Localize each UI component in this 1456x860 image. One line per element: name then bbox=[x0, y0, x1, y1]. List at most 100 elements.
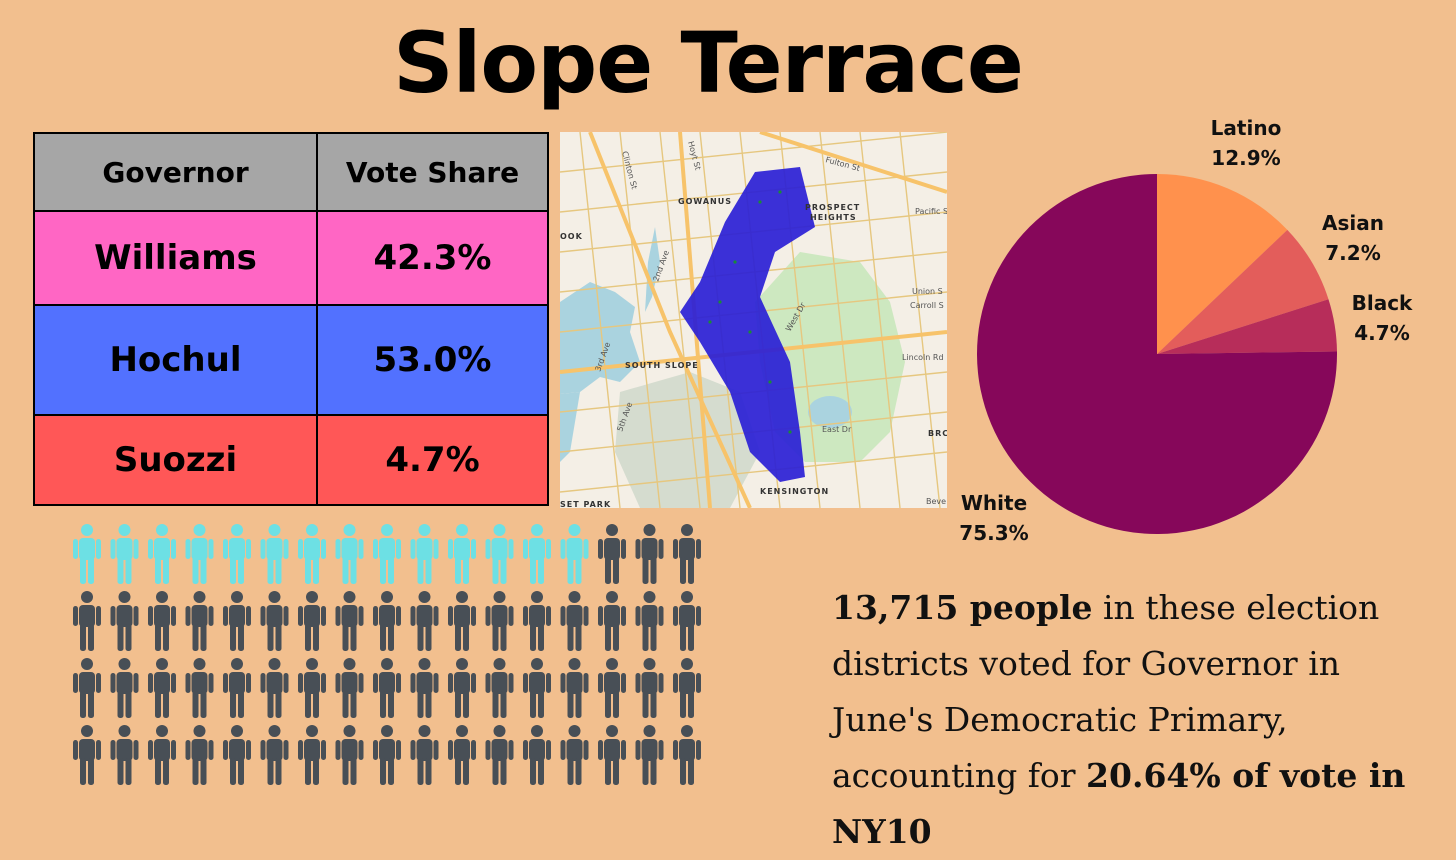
table-row-suozzi: Suozzi 4.7% bbox=[33, 414, 549, 506]
person-icon bbox=[110, 658, 139, 718]
person-icon bbox=[185, 591, 214, 651]
candidate-share: 42.3% bbox=[316, 210, 549, 306]
person-icon bbox=[373, 725, 401, 785]
person-icon bbox=[148, 658, 176, 718]
table-row-williams: Williams 42.3% bbox=[33, 210, 549, 306]
summary-caption: 13,715 people in these election district… bbox=[832, 580, 1432, 860]
person-icon bbox=[73, 591, 101, 651]
pie-label-asian: Asian bbox=[1322, 211, 1384, 235]
person-icon bbox=[73, 725, 101, 785]
person-icon bbox=[298, 591, 326, 651]
svg-text:BRC: BRC bbox=[928, 429, 947, 438]
person-icon-highlighted bbox=[110, 524, 139, 584]
person-icon-highlighted bbox=[373, 524, 401, 584]
person-icon-highlighted bbox=[448, 524, 476, 584]
pie-value-white: 75.3% bbox=[959, 521, 1028, 545]
person-icon-highlighted bbox=[335, 524, 364, 584]
person-icon bbox=[485, 725, 514, 785]
pie-label-black: Black bbox=[1352, 291, 1413, 315]
person-icon bbox=[185, 658, 214, 718]
person-icon bbox=[410, 725, 439, 785]
person-icon bbox=[410, 591, 439, 651]
person-icon bbox=[298, 658, 326, 718]
pie-label-latino: Latino bbox=[1211, 116, 1282, 140]
pie-label-white: White bbox=[961, 491, 1027, 515]
person-icon bbox=[448, 658, 476, 718]
table-row-hochul: Hochul 53.0% bbox=[33, 304, 549, 416]
person-icon bbox=[448, 591, 476, 651]
candidate-name: Suozzi bbox=[33, 414, 318, 506]
person-icon bbox=[598, 725, 626, 785]
header-governor: Governor bbox=[33, 132, 318, 212]
svg-text:SET PARK: SET PARK bbox=[560, 500, 611, 508]
map-district-dots bbox=[708, 190, 792, 434]
pie-slice-asian bbox=[1157, 229, 1329, 354]
person-icon-highlighted bbox=[260, 524, 289, 584]
map-lake bbox=[808, 396, 852, 428]
person-icon bbox=[598, 591, 626, 651]
person-icon bbox=[335, 591, 364, 651]
person-icon-highlighted bbox=[485, 524, 514, 584]
person-icon bbox=[635, 591, 664, 651]
svg-text:OOK: OOK bbox=[560, 232, 583, 241]
person-icon bbox=[635, 725, 664, 785]
person-icon bbox=[673, 658, 701, 718]
pie-value-asian: 7.2% bbox=[1325, 241, 1380, 265]
map-water bbox=[645, 227, 660, 312]
svg-text:Pacific S: Pacific S bbox=[915, 207, 947, 216]
candidate-name: Hochul bbox=[33, 304, 318, 416]
pie-value-black: 4.7% bbox=[1354, 321, 1409, 345]
caption-text: in these election districts voted for Go… bbox=[832, 588, 1380, 795]
person-icon bbox=[560, 725, 589, 785]
svg-text:SOUTH SLOPE: SOUTH SLOPE bbox=[625, 361, 699, 370]
person-icon bbox=[260, 591, 289, 651]
demographics-pie-chart: Latino 12.9% Asian 7.2% Black 4.7% White 75.3% bbox=[950, 110, 1450, 560]
voter-icon-grid bbox=[73, 524, 701, 785]
person-icon bbox=[148, 591, 176, 651]
person-icon bbox=[185, 725, 214, 785]
svg-text:KENSINGTON: KENSINGTON bbox=[760, 487, 829, 496]
svg-text:HEIGHTS: HEIGHTS bbox=[810, 213, 857, 222]
person-icon bbox=[523, 725, 551, 785]
vote-share-table: Governor Vote Share Williams 42.3% Hochu… bbox=[33, 132, 549, 506]
person-icon bbox=[335, 658, 364, 718]
person-icon bbox=[560, 658, 589, 718]
pie-slice-white bbox=[977, 174, 1337, 534]
person-icon bbox=[110, 591, 139, 651]
person-icon bbox=[373, 591, 401, 651]
person-icon-highlighted bbox=[560, 524, 589, 584]
svg-text:Carroll S: Carroll S bbox=[910, 301, 944, 310]
person-icon bbox=[260, 725, 289, 785]
voter-count: 13,715 people bbox=[832, 588, 1093, 627]
person-icon bbox=[598, 658, 626, 718]
svg-text:GOWANUS: GOWANUS bbox=[678, 197, 732, 206]
map-water bbox=[560, 392, 580, 462]
page-title: Slope Terrace bbox=[393, 14, 1024, 112]
svg-text:Beve: Beve bbox=[926, 497, 946, 506]
person-icon bbox=[598, 524, 626, 584]
person-icon bbox=[485, 591, 514, 651]
person-icon bbox=[110, 725, 139, 785]
person-icon bbox=[523, 591, 551, 651]
pie-slice-latino bbox=[1157, 174, 1288, 354]
person-icon-highlighted bbox=[298, 524, 326, 584]
svg-text:Union S: Union S bbox=[912, 287, 943, 296]
svg-text:Lincoln Rd: Lincoln Rd bbox=[902, 353, 944, 362]
person-icon-highlighted bbox=[73, 524, 101, 584]
person-icon-highlighted bbox=[410, 524, 439, 584]
person-icon bbox=[560, 591, 589, 651]
pie-value-latino: 12.9% bbox=[1211, 146, 1280, 170]
person-icon bbox=[448, 725, 476, 785]
person-icon bbox=[148, 725, 176, 785]
person-icon bbox=[223, 591, 251, 651]
person-icon-highlighted bbox=[223, 524, 251, 584]
person-icon bbox=[410, 658, 439, 718]
person-icon bbox=[673, 591, 701, 651]
table-header-row: Governor Vote Share bbox=[33, 132, 549, 212]
map-cemetery bbox=[615, 372, 760, 508]
candidate-share: 4.7% bbox=[316, 414, 549, 506]
svg-text:Hoyt St: Hoyt St bbox=[686, 140, 702, 171]
svg-text:East Dr: East Dr bbox=[822, 425, 852, 434]
person-icon bbox=[485, 658, 514, 718]
person-icon bbox=[223, 658, 251, 718]
